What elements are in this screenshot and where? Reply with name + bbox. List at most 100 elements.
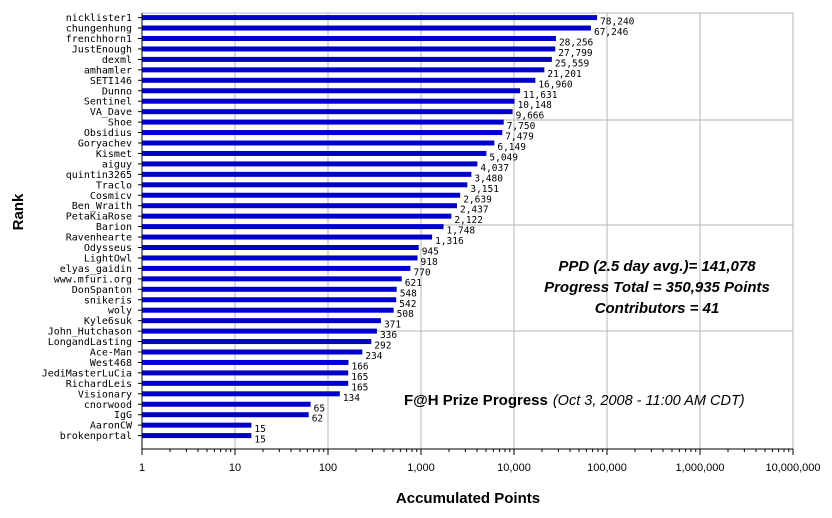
bar	[142, 401, 311, 407]
category-label: DonSpanton	[72, 285, 132, 296]
category-label: Kismet	[96, 149, 132, 160]
category-label: elyas_gaidin	[60, 264, 132, 275]
category-label: chungenhung	[66, 24, 132, 35]
category-label: Ace-Man	[90, 348, 132, 359]
x-tick-label: 100	[319, 462, 337, 474]
value-label: 165	[351, 382, 368, 393]
value-label: 234	[365, 351, 382, 362]
bar	[142, 359, 349, 365]
value-label: 2,639	[463, 194, 492, 205]
category-label: Ravenhearte	[66, 233, 132, 244]
value-label: 65	[314, 403, 325, 414]
bar	[142, 161, 478, 167]
category-label: LongandLasting	[48, 337, 132, 348]
value-label: 62	[312, 414, 323, 425]
value-label: 6,149	[497, 142, 526, 153]
category-label: brokenportal	[60, 431, 132, 442]
value-label: 21,201	[547, 69, 582, 80]
category-label: West468	[90, 358, 132, 369]
bar	[142, 25, 591, 31]
category-labels: nicklister1chungenhungfrenchhorn1JustEno…	[42, 13, 133, 442]
category-label: snikeris	[84, 295, 132, 306]
category-label: quintin3265	[66, 170, 132, 181]
bar	[142, 171, 472, 177]
category-label: cnorwood	[84, 400, 132, 411]
bar	[142, 391, 340, 397]
category-label: aiguy	[102, 159, 132, 170]
ppd-stat: PPD (2.5 day avg.)= 141,078	[558, 258, 756, 275]
bar	[142, 182, 468, 188]
bar	[142, 98, 515, 104]
category-label: amhamler	[84, 65, 132, 76]
chart-caption: F@H Prize Progress (Oct 3, 2008 - 11:00 A…	[404, 392, 745, 409]
value-label: 508	[397, 309, 414, 320]
x-axis-title: Accumulated Points	[396, 490, 540, 507]
value-label: 542	[399, 299, 416, 310]
value-label: 336	[380, 330, 397, 341]
value-label: 78,240	[600, 17, 635, 28]
bar	[142, 119, 504, 125]
bar	[142, 297, 397, 303]
category-label: frenchhorn1	[66, 34, 132, 45]
category-label: Dunno	[102, 86, 132, 97]
value-label: 918	[421, 257, 438, 268]
bar	[142, 140, 495, 146]
caption-sub: (Oct 3, 2008 - 11:00 AM CDT)	[553, 393, 745, 409]
value-label: 292	[374, 341, 391, 352]
value-label: 945	[422, 247, 439, 258]
category-label: AaronCW	[90, 421, 133, 432]
bar	[142, 234, 433, 240]
bar	[142, 265, 411, 271]
value-label: 134	[343, 393, 360, 404]
value-label: 3,480	[474, 173, 503, 184]
value-label: 548	[400, 288, 417, 299]
bar	[142, 15, 598, 21]
category-label: SETI146	[90, 76, 132, 87]
category-label: Obsidius	[84, 128, 132, 139]
category-label: Kyle6suk	[84, 316, 132, 327]
bar	[142, 213, 452, 219]
category-label: Traclo	[96, 180, 132, 191]
value-label: 621	[405, 278, 422, 289]
category-label: Goryachev	[78, 139, 132, 150]
category-label: Odysseus	[84, 243, 132, 254]
value-label: 15	[254, 435, 265, 446]
bar	[142, 380, 349, 386]
bar	[142, 412, 309, 418]
bar	[142, 328, 377, 334]
bar	[142, 422, 252, 428]
value-label: 25,559	[555, 58, 590, 69]
category-label: nicklister1	[66, 13, 132, 24]
bar	[142, 203, 457, 209]
bar	[142, 224, 444, 230]
category-label: Shoe	[108, 118, 132, 129]
category-label: IgG	[114, 410, 132, 421]
x-tick-label: 10,000,000	[765, 462, 820, 474]
progress-total-stat: Progress Total = 350,935 Points	[544, 279, 770, 296]
x-tick-label: 1	[139, 462, 145, 474]
bar	[142, 339, 372, 345]
category-label: VA_Dave	[90, 107, 132, 118]
bar	[142, 46, 556, 52]
bar	[142, 109, 513, 115]
value-label: 770	[413, 267, 430, 278]
bar	[142, 245, 419, 250]
value-label: 1,748	[447, 226, 476, 237]
value-label: 9,666	[516, 111, 545, 122]
value-label: 11,631	[523, 90, 558, 101]
value-label: 2,437	[460, 205, 489, 216]
contributors-stat: Contributors = 41	[595, 300, 720, 317]
category-label: dexml	[102, 55, 132, 66]
value-label: 1,316	[435, 236, 464, 247]
category-label: JediMasterLuCia	[42, 368, 132, 379]
bar	[142, 318, 381, 324]
value-label: 4,037	[480, 163, 509, 174]
bar	[142, 370, 349, 376]
category-label: woly	[108, 306, 132, 317]
value-label: 27,799	[558, 48, 593, 59]
category-label: Visionary	[78, 389, 132, 400]
value-labels: 78,24067,24628,25627,79925,55921,20116,9…	[254, 17, 634, 446]
x-tick-labels: 1 10 100 1,000 10,000 100,000 1,000,000 10,000,…	[139, 462, 821, 474]
value-label: 165	[351, 372, 368, 383]
